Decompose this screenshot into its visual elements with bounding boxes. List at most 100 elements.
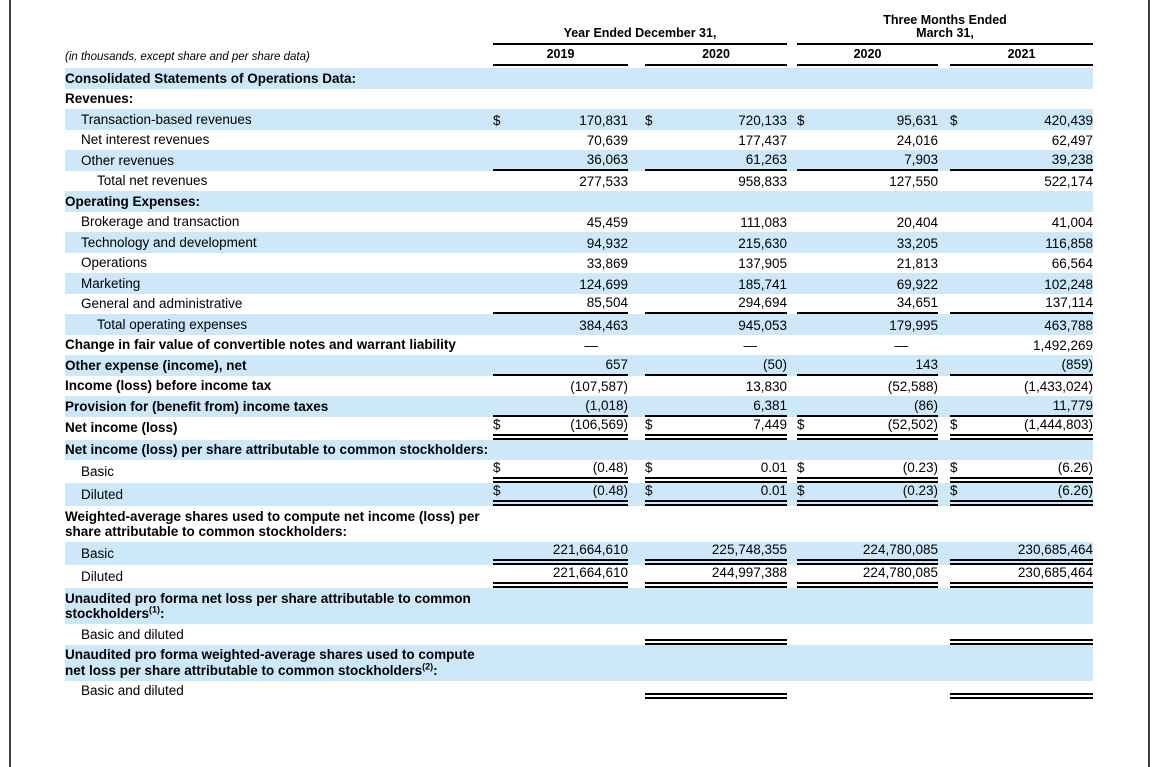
row-label: Income (loss) before income tax [65, 378, 272, 393]
row-label: Other expense (income), net [65, 357, 247, 373]
value-cell: 958,833 [645, 171, 787, 192]
cell-value: 95,631 [896, 112, 938, 128]
cell-value: 179,995 [889, 317, 938, 333]
value-cell [493, 681, 628, 700]
row-label: Operations [81, 255, 148, 270]
cell-value: 244,997,388 [711, 565, 787, 580]
value-cell: 225,748,355 [645, 542, 787, 565]
value-cell: 463,788 [950, 314, 1093, 335]
value-cell: 111,083 [645, 212, 787, 233]
footnote-marker: (1) [149, 604, 161, 615]
year-column-header: 2020 [645, 47, 787, 66]
value-cell: 137,114 [950, 294, 1093, 314]
cell-value: 20,404 [896, 215, 938, 230]
cell-value: 420,439 [1044, 112, 1093, 128]
cell-value: 0.01 [760, 483, 787, 498]
cell-value: 33,205 [896, 235, 938, 251]
value-cell: 66,564 [950, 253, 1093, 274]
value-cell [645, 624, 787, 645]
cell-value: 720,133 [738, 112, 787, 128]
value-cell: 143 [797, 355, 938, 376]
table-row: Weighted-average shares used to compute … [65, 506, 1093, 542]
dollar-sign: $ [645, 460, 653, 475]
dollar-sign: $ [645, 112, 653, 128]
cell-value: (6.26) [1057, 483, 1093, 498]
table-row: Transaction-based revenues $170,831 $720,1… [65, 109, 1093, 130]
table-row: Revenues: [65, 89, 1093, 110]
dollar-sign: $ [645, 483, 653, 498]
value-cell: 177,437 [645, 130, 787, 151]
value-cell: — [645, 335, 787, 356]
value-cell: 41,004 [950, 212, 1093, 233]
value-cell: $ (0.48) [493, 483, 628, 506]
value-cell: 277,533 [493, 171, 628, 192]
row-label: Net income (loss) per share attributable… [65, 442, 489, 457]
page-border-left [9, 0, 11, 767]
value-cell: (1,433,024) [950, 376, 1093, 397]
value-cell: 224,780,085 [797, 565, 938, 588]
value-cell: 45,459 [493, 212, 628, 233]
cell-value: 463,788 [1044, 317, 1093, 333]
cell-value: 11,779 [1052, 397, 1093, 413]
cell-value: 185,741 [738, 276, 787, 292]
cell-value: 230,685,464 [1017, 542, 1093, 557]
value-cell: $0.01 [645, 460, 787, 483]
dollar-sign: $ [645, 416, 653, 432]
cell-value: (1,444,803) [1023, 416, 1093, 432]
value-cell: 137,905 [645, 253, 787, 274]
cell-value: — [743, 338, 758, 353]
row-label: Diluted [81, 486, 124, 502]
value-cell: 102,248 [950, 273, 1093, 294]
cell-value: 657 [605, 356, 628, 372]
value-cell: 36,063 [493, 150, 628, 171]
table-row: Basic and diluted [65, 681, 1093, 702]
value-cell: 230,685,464 [950, 565, 1093, 588]
table-row: Technology and development 94,932 215,630 3… [65, 232, 1093, 253]
row-label: Other revenues [81, 152, 175, 168]
value-cell: 62,497 [950, 130, 1093, 151]
table-row: Provision for (benefit from) income taxe… [65, 396, 1093, 417]
table-row: Net interest revenues 70,639 177,437 24,016… [65, 130, 1093, 151]
table-row: Income (loss) before income tax (107,587)… [65, 376, 1093, 397]
table-row: Basic 221,664,610 225,748,355 224,780,085 23… [65, 542, 1093, 565]
column-group-three-months-line2: March 31, [916, 26, 974, 40]
row-label: Basic [81, 545, 115, 561]
row-label: Operating Expenses: [65, 193, 201, 209]
row-label: Provision for (benefit from) income taxe… [65, 398, 329, 414]
table-row: Diluted $ (0.48) $0.01 $ (0.23) $ (6.26) [65, 483, 1093, 506]
value-cell: (859) [950, 355, 1093, 376]
row-label: Diluted [81, 568, 124, 584]
cell-value: 66,564 [1051, 256, 1093, 271]
cell-value: 124,699 [579, 276, 628, 292]
cell-value: 62,497 [1051, 133, 1093, 148]
value-cell [797, 624, 938, 645]
year-column-header: 2020 [797, 47, 938, 66]
value-cell: 384,463 [493, 314, 628, 335]
value-cell: $ (1,444,803) [950, 417, 1093, 440]
year-column-header: 2019 [493, 47, 628, 66]
value-cell: 6,381 [645, 396, 787, 417]
table-row: Net income (loss) per share attributable… [65, 439, 1093, 460]
cell-value: 522,174 [1044, 174, 1093, 189]
value-cell: $ (0.48) [493, 460, 628, 483]
table-row: Operating Expenses: [65, 191, 1093, 212]
value-cell: 69,922 [797, 273, 938, 294]
cell-value: 225,748,355 [711, 542, 787, 557]
value-cell [645, 681, 787, 699]
table-row: Net income (loss) $ (106,569) $7,449 $ (52,50… [65, 417, 1093, 440]
cell-value: 94,932 [586, 235, 628, 251]
cell-value: 221,664,610 [552, 542, 628, 557]
cell-value: 1,492,269 [1032, 338, 1093, 353]
row-label: Net interest revenues [81, 132, 210, 147]
row-label: Basic [81, 463, 115, 479]
value-cell: 221,664,610 [493, 542, 628, 565]
cell-value: 85,504 [586, 295, 628, 310]
cell-value: 33,869 [586, 256, 628, 271]
row-label: Unaudited pro forma weighted-average sha… [65, 647, 475, 678]
value-cell: — [797, 335, 938, 356]
table-row: Other revenues 36,063 61,263 7,903 39,238 [65, 150, 1093, 171]
cell-value: 69,922 [896, 276, 938, 292]
value-cell: $170,831 [493, 109, 628, 130]
value-cell: 21,813 [797, 253, 938, 274]
cell-value: 102,248 [1044, 276, 1093, 292]
